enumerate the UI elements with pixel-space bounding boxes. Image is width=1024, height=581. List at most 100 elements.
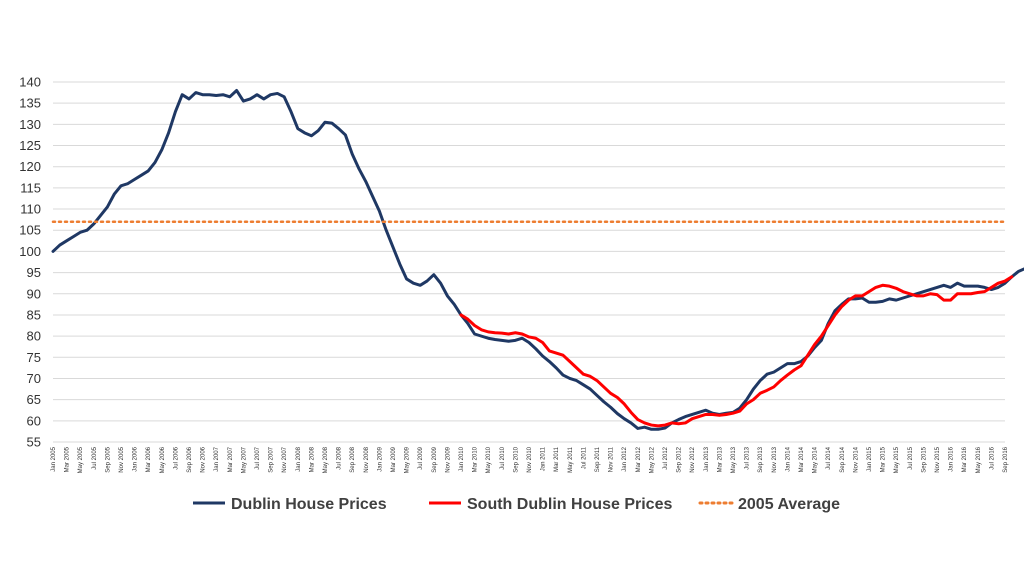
x-tick-label: May 2008	[323, 446, 329, 473]
x-tick-label: Nov 2011	[609, 446, 615, 472]
y-tick-label: 130	[19, 117, 41, 132]
y-tick-label: 110	[20, 202, 41, 217]
x-tick-label: Jul 2010	[500, 446, 506, 469]
x-tick-label: Mar 2005	[65, 446, 71, 472]
x-tick-label: May 2010	[486, 446, 492, 473]
x-tick-label: May 2009	[405, 446, 411, 473]
x-tick-label: Jan 2010	[459, 446, 465, 471]
x-tick-label: Mar 2007	[228, 446, 234, 472]
x-tick-label: May 2007	[241, 446, 247, 473]
x-tick-label: Jan 2007	[214, 446, 220, 471]
x-tick-label: Mar 2012	[636, 446, 642, 472]
x-tick-label: Nov 2010	[527, 446, 533, 472]
y-tick-label: 105	[19, 223, 41, 238]
x-axis-ticks: Jan 2005 Mar 2005 May 2005 Jul 2005 Sep 2005…	[51, 446, 1009, 473]
x-tick-label: Nov 2012	[690, 446, 696, 472]
x-tick-label: Nov 2009	[445, 446, 451, 472]
gridlines	[53, 81, 1005, 443]
x-tick-label: May 2014	[813, 446, 819, 473]
x-tick-label: May 2005	[78, 446, 84, 473]
x-tick-label: Sep 2007	[269, 446, 275, 472]
x-tick-label: Jan 2014	[785, 446, 791, 471]
x-tick-label: Mar 2006	[146, 446, 152, 472]
legend-label: South Dublin House Prices	[467, 496, 672, 513]
y-tick-label: 80	[27, 329, 41, 344]
x-tick-label: Sep 2009	[432, 446, 438, 472]
x-tick-label: Jan 2011	[541, 446, 547, 471]
x-tick-label: Jul 2013	[745, 446, 751, 469]
y-tick-label: 115	[20, 180, 41, 195]
x-tick-label: Mar 2009	[391, 446, 397, 472]
x-tick-label: Nov 2014	[853, 446, 859, 472]
y-tick-label: 75	[27, 350, 41, 365]
series-line-south-dublin-house-prices	[459, 275, 1014, 428]
x-tick-label: Mar 2011	[554, 446, 560, 472]
x-tick-label: Sep 2013	[758, 446, 764, 472]
x-tick-label: May 2006	[160, 446, 166, 473]
x-tick-label: Nov 2005	[119, 446, 125, 472]
x-tick-label: Jul 2015	[908, 446, 914, 469]
x-tick-label: Mar 2010	[473, 446, 479, 472]
x-tick-label: Nov 2008	[364, 446, 370, 472]
x-tick-label: Jul 2006	[173, 446, 179, 469]
y-tick-label: 95	[27, 265, 41, 280]
x-tick-label: Sep 2012	[677, 446, 683, 472]
x-tick-label: Nov 2013	[772, 446, 778, 472]
x-tick-label: Mar 2016	[962, 446, 968, 472]
x-tick-label: Jan 2012	[622, 446, 628, 471]
y-tick-label: 85	[27, 307, 41, 322]
x-tick-label: Mar 2008	[309, 446, 315, 472]
y-tick-label: 90	[27, 286, 41, 301]
y-tick-label: 100	[19, 244, 41, 259]
x-tick-label: Sep 2006	[187, 446, 193, 472]
x-tick-label: Jul 2008	[337, 446, 343, 469]
x-tick-label: Sep 2008	[350, 446, 356, 472]
x-tick-label: Jul 2009	[418, 446, 424, 469]
x-tick-label: Jan 2015	[867, 446, 873, 471]
legend-label: Dublin House Prices	[231, 496, 387, 513]
x-tick-label: Jan 2008	[296, 446, 302, 471]
y-tick-label: 140	[19, 75, 41, 90]
x-tick-label: Sep 2016	[1003, 446, 1009, 472]
y-tick-label: 125	[19, 138, 41, 153]
x-tick-label: Mar 2015	[881, 446, 887, 472]
x-tick-label: Sep 2011	[595, 446, 601, 472]
x-tick-label: Sep 2014	[840, 446, 846, 472]
x-tick-label: Jan 2006	[133, 446, 139, 471]
x-tick-label: May 2011	[568, 446, 574, 473]
x-tick-label: Jul 2016	[989, 446, 995, 469]
x-tick-label: Jul 2007	[255, 446, 261, 469]
x-tick-label: Nov 2007	[282, 446, 288, 472]
x-tick-label: Sep 2010	[513, 446, 519, 472]
x-tick-label: Jul 2014	[826, 446, 832, 469]
x-tick-label: May 2013	[731, 446, 737, 473]
x-tick-label: Mar 2013	[717, 446, 723, 472]
x-tick-label: Jul 2012	[663, 446, 669, 469]
y-tick-label: 70	[27, 371, 41, 386]
x-tick-label: May 2012	[649, 446, 655, 473]
x-tick-label: Mar 2014	[799, 446, 805, 472]
legend-label: 2005 Average	[738, 496, 840, 513]
series-lines	[51, 88, 1024, 431]
y-tick-label: 65	[27, 392, 41, 407]
x-tick-label: Jan 2009	[377, 446, 383, 471]
x-tick-label: Jul 2011	[581, 446, 587, 469]
y-axis-ticks: 55 60 65 70 75 80 85 90 95 100 105 110 115 120 125 130 1…	[19, 75, 41, 450]
x-tick-label: Jan 2016	[949, 446, 955, 471]
x-tick-label: May 2015	[894, 446, 900, 473]
x-tick-label: Sep 2005	[105, 446, 111, 472]
x-tick-label: May 2016	[976, 446, 982, 473]
y-tick-label: 60	[27, 413, 41, 428]
y-tick-label: 135	[19, 96, 41, 111]
x-tick-label: Sep 2015	[921, 446, 927, 472]
x-tick-label: Jul 2005	[92, 446, 98, 469]
y-tick-label: 55	[27, 435, 41, 450]
x-tick-label: Jan 2005	[51, 446, 57, 471]
x-tick-label: Nov 2015	[935, 446, 941, 472]
y-tick-label: 120	[19, 159, 41, 174]
series-line-dublin-house-prices	[51, 88, 1024, 431]
x-tick-label: Nov 2006	[201, 446, 207, 472]
legend: Dublin House Prices South Dublin House Pr…	[193, 496, 840, 513]
